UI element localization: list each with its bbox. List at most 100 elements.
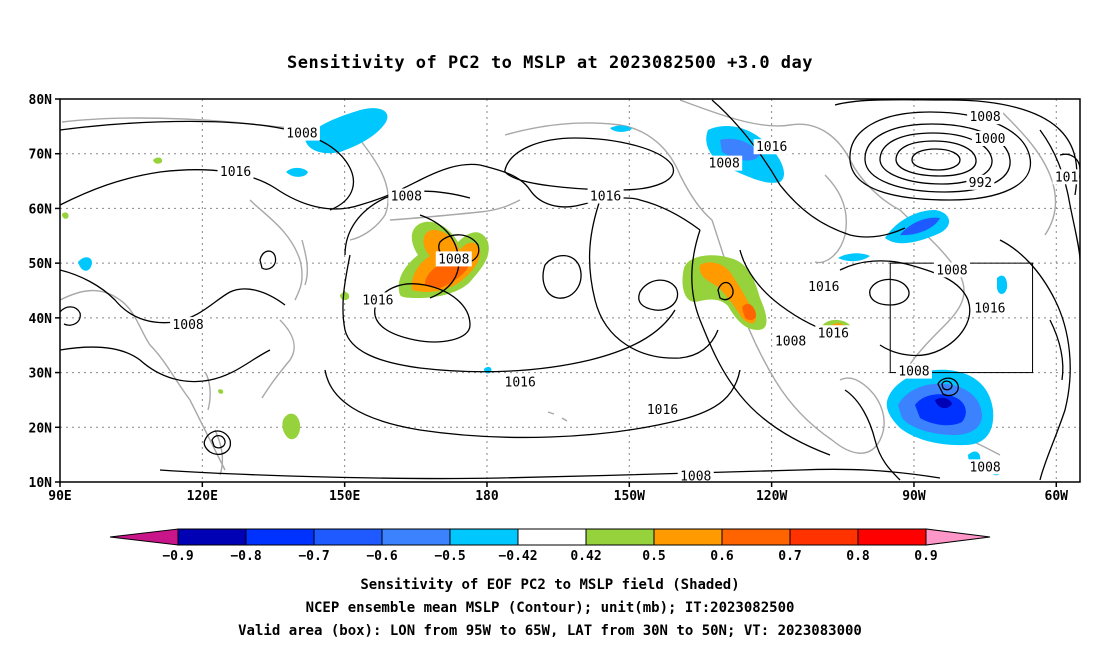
lon-tick-label: 120E xyxy=(187,489,218,504)
contour-line xyxy=(864,123,1011,193)
colorbar: −0.9 −0.8 −0.7 −0.6 −0.5 −0.42 0.42 0.5 0.6 0.7 0.… xyxy=(109,528,991,564)
shade-neg-bering-small xyxy=(610,125,632,132)
contour-label-bg xyxy=(283,125,320,141)
contour-label: 1008 xyxy=(172,318,203,333)
colorbar-segment xyxy=(245,528,315,546)
colorbar-segment xyxy=(449,528,519,546)
contour-line xyxy=(895,140,977,177)
contour-line xyxy=(834,99,1078,196)
coastline-hudson-bay xyxy=(814,174,847,264)
coastline-taiwan-philippines xyxy=(204,371,224,476)
contour-label-bg xyxy=(895,363,932,379)
contour-line xyxy=(344,190,471,256)
contour-label-bg xyxy=(388,188,425,204)
contour-label: 1016 xyxy=(974,302,1005,317)
contour-line xyxy=(849,111,1032,201)
lon-tick-label: 150E xyxy=(329,489,360,504)
coastline-japan xyxy=(261,319,295,399)
contour-line xyxy=(941,380,953,391)
longitude-axis: 90E 120E 150E 180 150W 120W 90W 60W xyxy=(48,482,1068,504)
shade-pos-west-us-red xyxy=(742,303,757,321)
colorbar-segment xyxy=(653,528,723,546)
contour-label: 1016 xyxy=(505,376,536,391)
contour-line xyxy=(342,254,676,373)
shade-neg-atlantic-small xyxy=(997,275,1008,294)
contour-line xyxy=(504,137,675,191)
lat-tick-label: 60N xyxy=(29,202,53,217)
contour-line xyxy=(937,377,959,397)
contour-line xyxy=(588,199,719,359)
coastline-mexico-gulf xyxy=(831,377,885,454)
shade-neg-hudson xyxy=(838,253,870,262)
contour-labels: 1008 1016 1016 1008 1008 1008 1016 1016 1008 1016… xyxy=(170,109,1080,485)
contour-label: 1016 xyxy=(590,189,621,204)
colorbar-label: −0.9 xyxy=(162,549,193,564)
contour-label-bg xyxy=(587,188,624,204)
coastline-aleutians xyxy=(389,199,521,221)
colorbar-label: −0.8 xyxy=(230,549,261,564)
contour-line xyxy=(211,434,226,449)
contour-line xyxy=(60,163,481,210)
contour-label-bg xyxy=(933,262,970,278)
coastline-sakhalin xyxy=(301,239,309,286)
contour-label-bg xyxy=(971,131,1008,147)
shade-neg-caribbean-core xyxy=(915,394,966,426)
contour-label-bg xyxy=(677,468,714,482)
map-panel: 1008 1016 1016 1008 1008 1008 1016 1016 1008 1016… xyxy=(29,93,1081,504)
contour-label-bg xyxy=(815,325,852,341)
contour-line xyxy=(259,250,277,270)
contour-label-bg xyxy=(966,174,995,190)
contour-label: 1016 xyxy=(647,403,678,418)
coastline-okhotsk xyxy=(249,199,303,301)
contour-label-bg xyxy=(644,401,681,417)
contour-line xyxy=(159,468,941,480)
contour-line xyxy=(717,281,734,301)
coastline-hawaii xyxy=(547,411,568,422)
contour-label: 1016 xyxy=(756,140,787,155)
shade-pos-small-west xyxy=(153,157,163,164)
contour-label: 1008 xyxy=(775,334,806,349)
shade-pos-west-edge xyxy=(62,212,69,219)
contour-line xyxy=(911,148,961,171)
lon-tick-label: 180 xyxy=(475,489,499,504)
contour-label: 1008 xyxy=(709,157,740,172)
contour-label-bg xyxy=(359,292,396,308)
lat-tick-label: 50N xyxy=(29,257,53,272)
lon-tick-label: 120W xyxy=(756,489,787,504)
contour-label: 1008 xyxy=(286,127,317,142)
contour-line xyxy=(60,306,81,326)
map-frame xyxy=(59,98,1081,483)
contour-label-bg xyxy=(967,459,1004,475)
contour-line xyxy=(691,229,831,456)
coastline-east-asia xyxy=(60,289,226,471)
colorbar-label: 0.8 xyxy=(846,549,870,564)
colorbar-segment xyxy=(517,528,587,546)
contour-line xyxy=(638,279,679,311)
contour-label: 1000 xyxy=(974,132,1005,147)
contour-line xyxy=(711,99,781,186)
shade-neg-west-edge xyxy=(78,257,92,271)
colorbar-segment xyxy=(585,528,655,546)
contour-label: 1016 xyxy=(220,165,251,180)
contour-line xyxy=(60,346,271,383)
lat-tick-label: 10N xyxy=(29,476,53,491)
contour-line xyxy=(203,430,232,455)
contour-line xyxy=(60,120,354,211)
colorbar-segment xyxy=(857,528,927,546)
lat-tick-label: 20N xyxy=(29,421,53,436)
contour-label-bg xyxy=(170,317,207,333)
contour-line xyxy=(844,389,901,481)
coastline-greenland xyxy=(999,109,1057,236)
contour-line xyxy=(779,184,906,238)
contour-label: 1008 xyxy=(969,110,1000,125)
contour-label: 1008 xyxy=(969,460,1000,475)
shade-neg-arctic-siberia xyxy=(305,108,388,154)
colorbar-label: 0.9 xyxy=(914,549,937,564)
contour-label: 1016 xyxy=(362,293,393,308)
colorbar-segment xyxy=(313,528,383,546)
colorbar-segment xyxy=(381,528,451,546)
colorbar-label: −0.5 xyxy=(434,549,465,564)
contour-line xyxy=(869,278,910,306)
contour-label-bg xyxy=(706,155,743,171)
contour-label: 1008 xyxy=(680,470,711,485)
